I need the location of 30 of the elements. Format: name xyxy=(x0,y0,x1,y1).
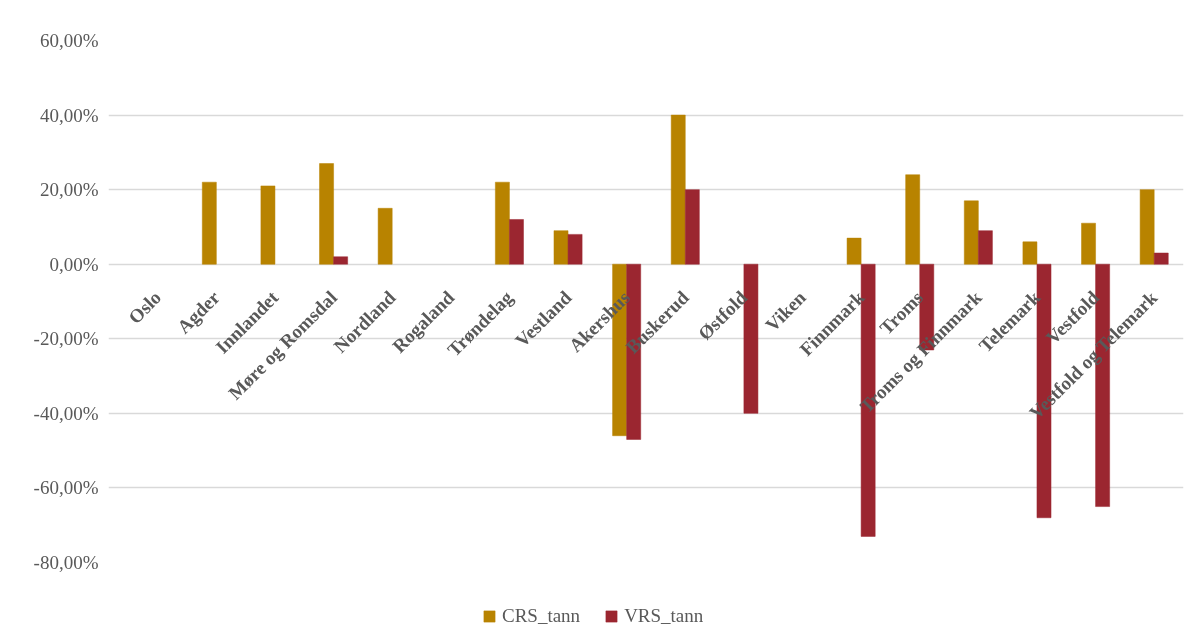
bar xyxy=(333,256,348,265)
y-tick-label: -60,00% xyxy=(33,477,99,499)
bar xyxy=(567,234,583,265)
y-tick-label: 0,00% xyxy=(49,253,99,275)
bar xyxy=(260,185,276,265)
bar xyxy=(978,230,993,265)
bar xyxy=(1139,189,1155,265)
bar xyxy=(670,114,686,265)
bar xyxy=(846,237,862,265)
bar xyxy=(319,163,334,265)
bar xyxy=(685,189,700,265)
y-tick-label: -40,00% xyxy=(33,402,99,424)
bar xyxy=(553,230,569,265)
bar xyxy=(202,181,217,265)
bar xyxy=(964,200,979,265)
bar xyxy=(1081,222,1096,265)
y-tick-label: 40,00% xyxy=(39,104,99,126)
y-tick-label: -80,00% xyxy=(33,552,99,573)
bar xyxy=(1153,252,1169,265)
y-tick-label: 60,00% xyxy=(39,30,99,51)
legend-label: CRS_tann xyxy=(502,605,581,627)
x-tick-label: Oslo xyxy=(124,286,166,328)
bar xyxy=(1022,241,1038,265)
bar xyxy=(509,219,524,265)
y-tick-label: -20,00% xyxy=(33,328,99,350)
bar xyxy=(377,208,393,265)
y-tick-label: 20,00% xyxy=(39,179,99,201)
bar xyxy=(495,181,510,265)
bar xyxy=(905,174,920,265)
legend-label: VRS_tann xyxy=(624,605,704,627)
